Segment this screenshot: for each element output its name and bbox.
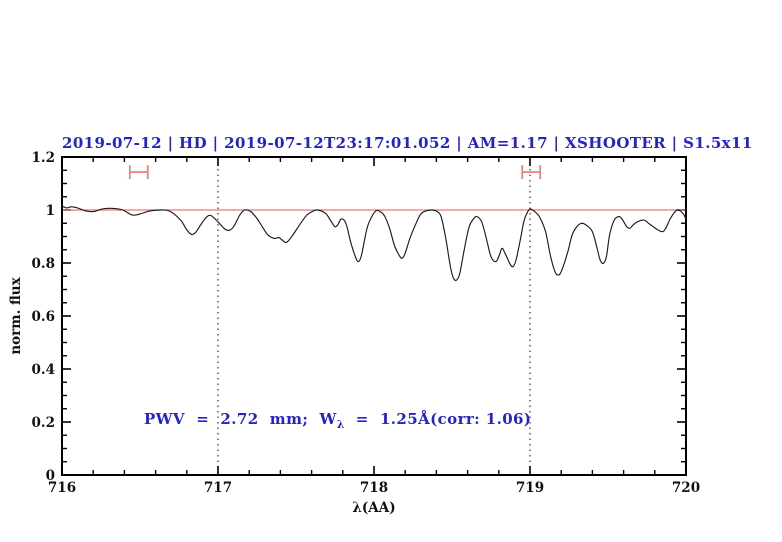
y-tick-label: 1 [46, 203, 55, 219]
x-tick-label: 717 [204, 480, 232, 496]
y-tick-label: 0.6 [32, 309, 56, 325]
x-tick-label: 719 [516, 480, 544, 496]
x-axis-label: λ(AA) [352, 500, 396, 516]
y-tick-label: 1.2 [32, 150, 56, 166]
annotation-width-text: = 1.25Å(corr: 1.06) [344, 410, 532, 428]
annotation-pwv-text: PWV = 2.72 mm; W [144, 410, 337, 428]
x-tick-label: 718 [360, 480, 388, 496]
y-tick-label: 0 [46, 468, 55, 484]
spectrum-curve [61, 205, 687, 281]
y-tick-label: 0.2 [32, 415, 56, 431]
y-tick-label: 0.4 [32, 362, 56, 378]
x-tick-label: 716 [48, 480, 76, 496]
y-tick-label: 0.8 [32, 256, 56, 272]
y-axis-label: norm. flux [8, 277, 24, 355]
pwv-annotation: PWV = 2.72 mm; Wλ = 1.25Å(corr: 1.06) [144, 410, 531, 431]
x-tick-label: 720 [672, 480, 700, 496]
annotation-lambda-subscript: λ [336, 418, 345, 431]
figure-title: 2019-07-12 | HD | 2019-07-12T23:17:01.05… [62, 134, 753, 152]
